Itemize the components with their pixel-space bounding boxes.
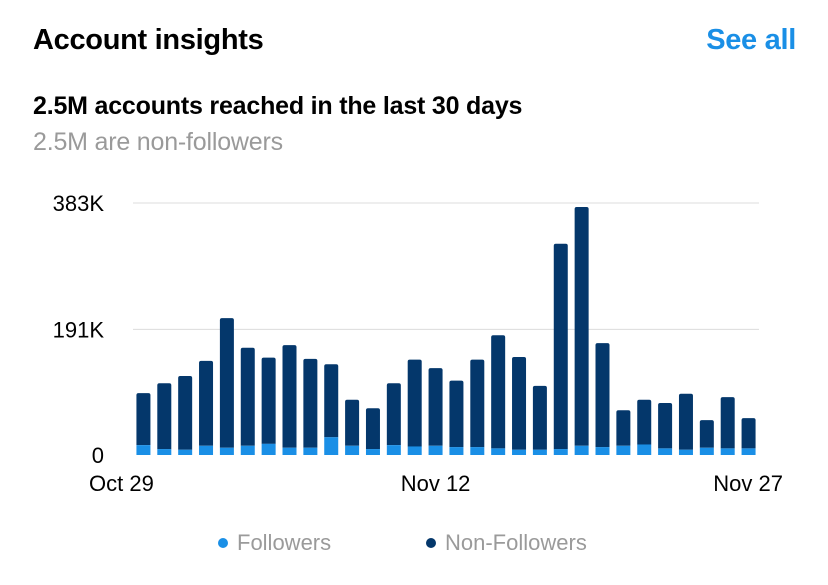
bar-non-followers (720, 397, 735, 449)
y-tick-label: 0 (92, 443, 104, 468)
bar-non-followers (386, 383, 401, 446)
bar-non-followers (407, 359, 422, 447)
bar-non-followers (574, 206, 589, 446)
y-tick-label: 383K (53, 191, 105, 216)
bar-followers (512, 449, 527, 455)
bar-non-followers (741, 418, 756, 449)
bar-followers (386, 445, 401, 455)
bar-non-followers (178, 376, 193, 450)
bar-followers (428, 445, 443, 455)
bar-non-followers (261, 357, 276, 444)
bar-followers (282, 447, 297, 455)
bar-followers (157, 449, 172, 455)
non-followers-legend-dot-icon (426, 538, 436, 548)
bar-non-followers (157, 383, 172, 450)
bar-followers (219, 447, 234, 455)
bar-non-followers (219, 318, 234, 448)
bar-non-followers (470, 359, 485, 448)
bar-followers (449, 447, 464, 455)
x-tick-label: Oct 29 (89, 471, 154, 496)
bar-non-followers (637, 399, 652, 445)
bar-non-followers (136, 393, 151, 446)
bar-non-followers (365, 408, 380, 450)
bar-followers (470, 447, 485, 455)
bar-followers (553, 449, 568, 455)
legend-non-followers: Non-Followers (426, 530, 587, 556)
bar-non-followers (345, 399, 360, 446)
bar-followers (303, 447, 318, 455)
bar-followers (407, 446, 422, 455)
bar-followers (699, 447, 714, 455)
bar-followers (658, 448, 673, 455)
non-followers-summary: 2.5M are non-followers (33, 128, 283, 156)
bar-non-followers (532, 385, 547, 450)
bar-non-followers (512, 356, 527, 450)
bar-non-followers (282, 345, 297, 448)
bar-followers (595, 447, 610, 455)
legend-label: Followers (237, 530, 332, 555)
bar-followers (616, 445, 631, 455)
bar-followers (365, 449, 380, 455)
see-all-link[interactable]: See all (706, 24, 796, 56)
bar-non-followers (428, 368, 443, 446)
legend-label: Non-Followers (445, 530, 587, 555)
bar-non-followers (491, 335, 506, 449)
bar-followers (324, 437, 339, 455)
bar-non-followers (303, 358, 318, 448)
bar-followers (199, 445, 214, 455)
bar-non-followers (553, 243, 568, 450)
bar-followers (491, 448, 506, 455)
section-title: Account insights (33, 24, 264, 56)
bar-followers (178, 449, 193, 455)
bar-non-followers (658, 403, 673, 449)
accounts-reached-summary: 2.5M accounts reached in the last 30 day… (33, 92, 523, 120)
bar-non-followers (616, 410, 631, 446)
bar-followers (136, 445, 151, 455)
y-tick-label: 191K (53, 317, 105, 342)
bar-non-followers (240, 347, 255, 446)
bar-followers (741, 448, 756, 455)
legend-followers: Followers (218, 530, 331, 556)
bar-followers (345, 445, 360, 455)
bar-followers (637, 444, 652, 455)
x-tick-label: Nov 27 (713, 471, 783, 496)
bar-followers (678, 449, 693, 455)
bar-followers (720, 448, 735, 455)
x-tick-label: Nov 12 (401, 471, 471, 496)
bar-non-followers (324, 364, 339, 438)
bar-followers (532, 449, 547, 455)
bar-followers (261, 443, 276, 455)
bar-followers (240, 445, 255, 455)
bar-non-followers (449, 380, 464, 448)
followers-legend-dot-icon (218, 538, 228, 548)
bar-non-followers (595, 343, 610, 448)
bar-non-followers (199, 360, 214, 446)
bar-non-followers (699, 420, 714, 448)
bar-non-followers (678, 393, 693, 450)
bar-followers (574, 445, 589, 455)
